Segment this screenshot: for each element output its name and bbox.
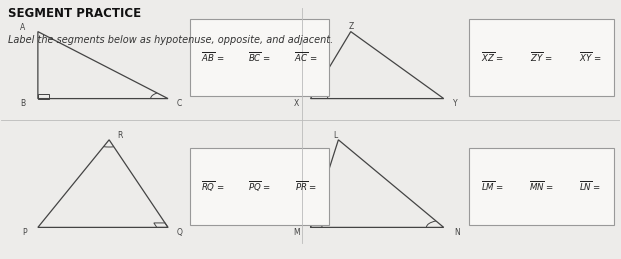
FancyBboxPatch shape: [189, 148, 329, 225]
Text: $\overline{RQ}$ =: $\overline{RQ}$ =: [201, 179, 225, 194]
FancyBboxPatch shape: [189, 19, 329, 96]
Text: $\overline{LM}$ =: $\overline{LM}$ =: [481, 179, 504, 193]
Text: $\overline{BC}$ =: $\overline{BC}$ =: [248, 51, 271, 64]
Text: C: C: [176, 99, 182, 108]
Text: $\overline{XZ}$ =: $\overline{XZ}$ =: [481, 51, 504, 64]
Text: N: N: [455, 227, 460, 236]
Text: $\overline{XY}$ =: $\overline{XY}$ =: [579, 51, 601, 64]
Text: $\overline{PR}$ =: $\overline{PR}$ =: [295, 179, 317, 193]
Text: $\overline{ZY}$ =: $\overline{ZY}$ =: [530, 51, 553, 64]
Text: Q: Q: [176, 227, 182, 236]
Text: A: A: [20, 23, 25, 32]
FancyBboxPatch shape: [468, 19, 614, 96]
Text: $\overline{AC}$ =: $\overline{AC}$ =: [294, 51, 317, 64]
Text: M: M: [294, 227, 300, 236]
Text: $\overline{PQ}$ =: $\overline{PQ}$ =: [248, 179, 271, 194]
Text: B: B: [20, 99, 25, 108]
Text: SEGMENT PRACTICE: SEGMENT PRACTICE: [8, 7, 141, 20]
Text: R: R: [117, 131, 123, 140]
Text: $\overline{MN}$ =: $\overline{MN}$ =: [529, 179, 554, 193]
Text: $\overline{AB}$ =: $\overline{AB}$ =: [201, 51, 225, 64]
Text: X: X: [294, 99, 299, 108]
Text: $\overline{LN}$ =: $\overline{LN}$ =: [579, 179, 601, 193]
Text: Z: Z: [348, 23, 353, 32]
Text: L: L: [333, 131, 337, 140]
FancyBboxPatch shape: [468, 148, 614, 225]
Text: P: P: [22, 227, 27, 236]
Text: Label the segments below as hypotenuse, opposite, and adjacent.: Label the segments below as hypotenuse, …: [8, 35, 333, 46]
Text: Y: Y: [453, 99, 457, 108]
